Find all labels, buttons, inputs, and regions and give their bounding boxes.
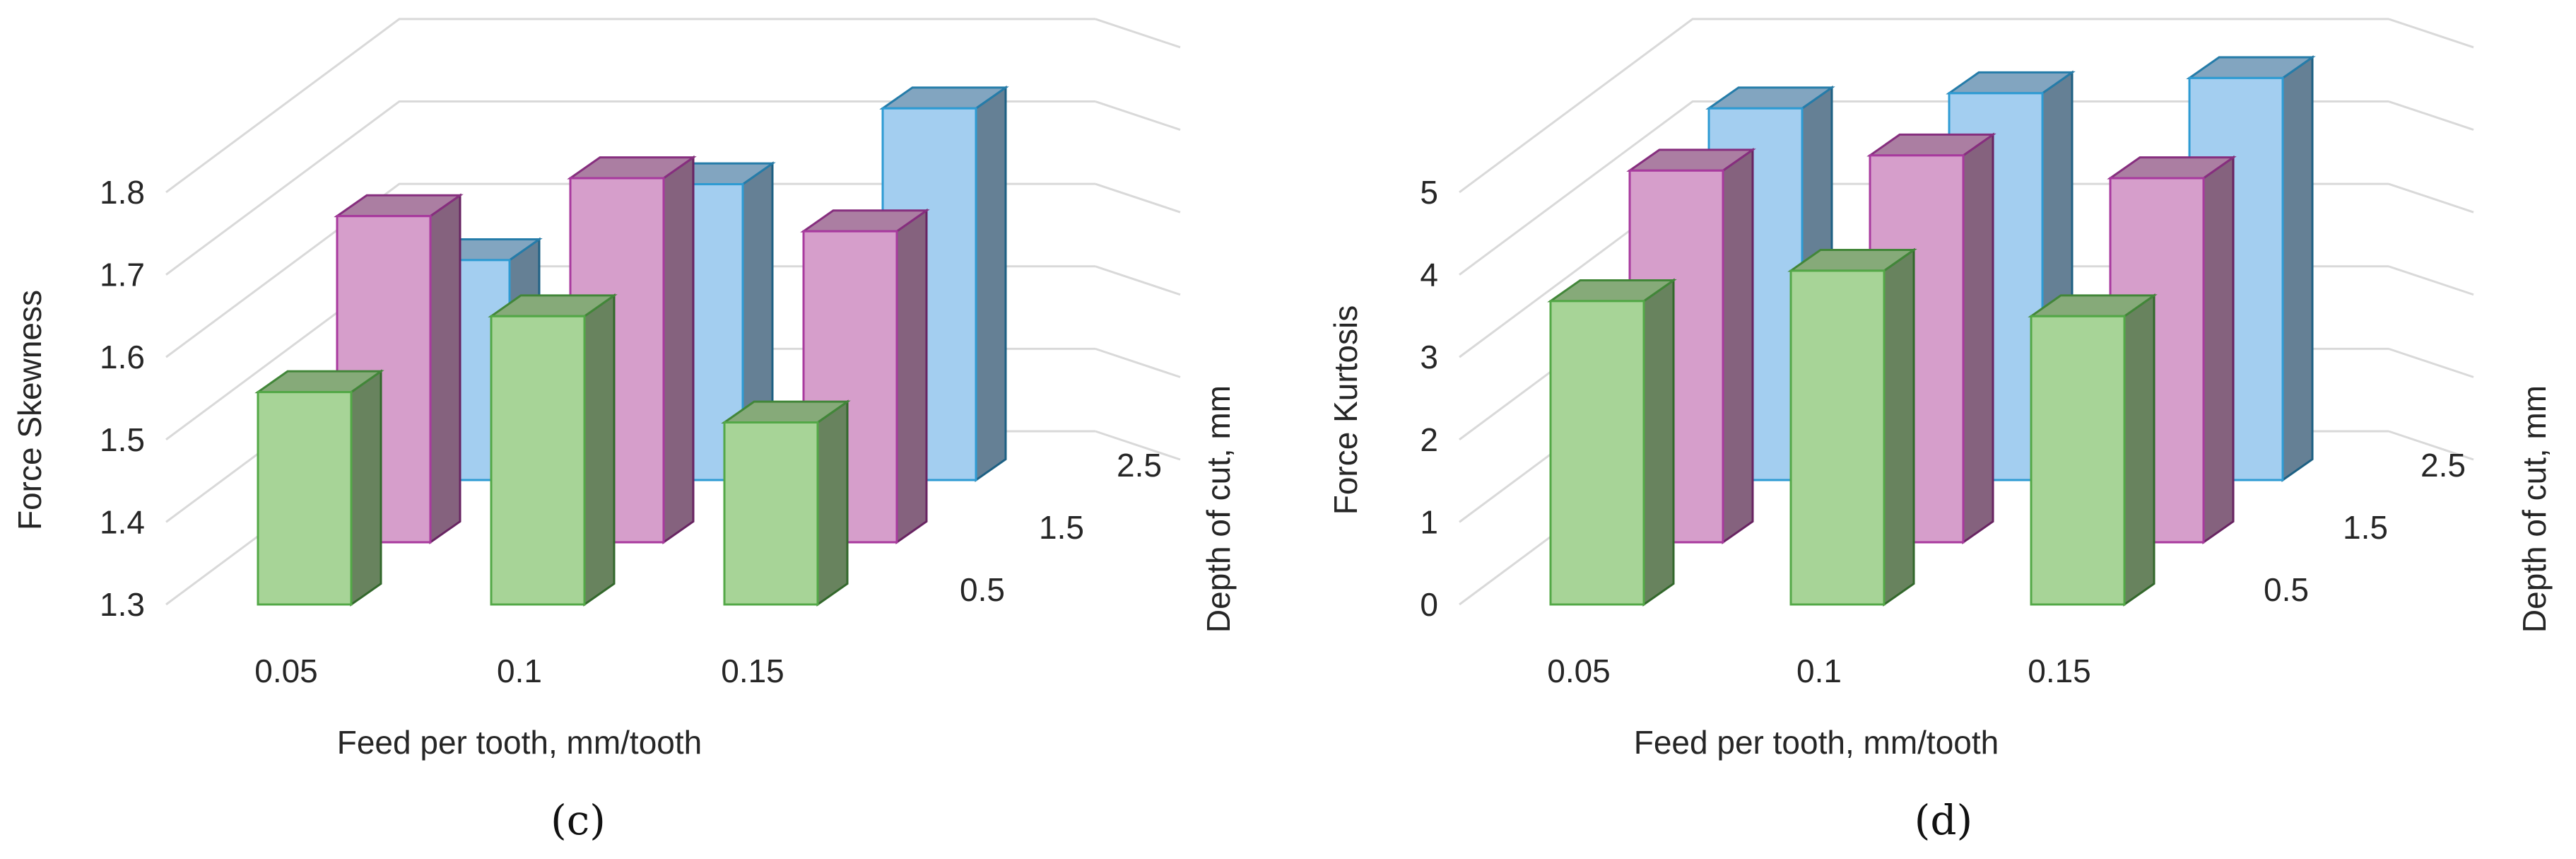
chart-c-bar-depth-0_5-feed-0_1-side bbox=[583, 293, 616, 607]
chart-c-gridline bbox=[165, 100, 1095, 276]
chart-c-gridline-side bbox=[1095, 265, 1181, 296]
chart-c-bar-depth-0_5-feed-0_05 bbox=[254, 369, 384, 607]
chart-c-gridline-side bbox=[1095, 347, 1181, 378]
chart-d-depth-tick-label: 0.5 bbox=[2264, 571, 2309, 608]
chart-c-depth-tick-label: 2.5 bbox=[1117, 447, 1162, 484]
chart-c-depth-ticks: 0.5 1.5 2.5 bbox=[960, 447, 1162, 608]
chart-d-y-tick-label: 1 bbox=[1420, 503, 1438, 540]
chart-d-bar-depth-0_5-feed-0_1-side bbox=[1883, 247, 1915, 607]
chart-d-gridline-side bbox=[2388, 182, 2474, 214]
chart-c-depth-axis-title: Depth of cut, mm bbox=[1200, 385, 1237, 633]
chart-d-gridline-side bbox=[2388, 265, 2474, 296]
chart-c-y-axis-title: Force Skewness bbox=[11, 290, 48, 530]
chart-c-x-ticks: 0.05 0.1 0.15 bbox=[254, 653, 784, 689]
chart-c-y-tick-label: 1.7 bbox=[100, 257, 145, 293]
chart-c-bars bbox=[254, 85, 1009, 607]
chart-d-depth-tick-label: 1.5 bbox=[2343, 509, 2388, 546]
chart-d-bar-depth-0_5-feed-0_1-front bbox=[1789, 269, 1886, 606]
chart-c-x-tick-label: 0.1 bbox=[497, 653, 542, 689]
chart-c-bar-depth-1_5-feed-0_05-side bbox=[429, 193, 461, 544]
chart-c-gridline bbox=[165, 18, 1095, 194]
chart-c-panel-label: (c) bbox=[551, 796, 606, 844]
chart-d-depth-axis-title: Depth of cut, mm bbox=[2516, 385, 2553, 633]
chart-d-y-tick-label: 2 bbox=[1420, 421, 1438, 458]
chart-d-y-tick-label: 5 bbox=[1420, 174, 1438, 211]
chart-d-y-tick-label: 0 bbox=[1420, 586, 1438, 623]
chart-panel-c: 1.3 1.4 1.5 1.6 1.7 1.8 0.05 0.1 0.15 0.5 1.5 2.5… bbox=[11, 18, 1237, 844]
chart-c-bar-depth-0_5-feed-0_05-side bbox=[350, 369, 382, 607]
chart-c-depth-tick-label: 0.5 bbox=[960, 571, 1005, 608]
chart-c-y-tick-label: 1.3 bbox=[100, 586, 145, 623]
chart-d-gridline bbox=[1459, 100, 2389, 276]
chart-c-gridline bbox=[165, 182, 1095, 358]
chart-d-y-tick-label: 4 bbox=[1420, 257, 1438, 293]
chart-d-gridline-side bbox=[2388, 430, 2474, 461]
chart-d-x-tick-label: 0.05 bbox=[1547, 653, 1611, 689]
chart-d-bar-depth-0_5-feed-0_05 bbox=[1547, 278, 1677, 607]
chart-c-gridline-side bbox=[1095, 100, 1181, 131]
chart-d-bar-depth-0_5-feed-0_15-side bbox=[2123, 293, 2156, 607]
chart-c-bar-depth-0_5-feed-0_15-front bbox=[723, 421, 819, 606]
chart-panel-d: 0 1 2 3 4 5 0.05 0.1 0.15 0.5 1.5 2.5 Force Kurto… bbox=[1327, 18, 2553, 844]
chart-c-y-ticks: 1.3 1.4 1.5 1.6 1.7 1.8 bbox=[100, 174, 145, 623]
chart-d-gridline-side bbox=[2388, 100, 2474, 131]
chart-d-gridline bbox=[1459, 18, 2389, 194]
chart-d-gridline-side bbox=[2388, 347, 2474, 378]
chart-c-bar-depth-0_5-feed-0_1 bbox=[488, 293, 618, 607]
chart-d-panel-label: (d) bbox=[1915, 796, 1972, 844]
chart-d-x-axis-title: Feed per tooth, mm/tooth bbox=[1634, 724, 1999, 761]
chart-c-gridline-side bbox=[1095, 430, 1181, 461]
chart-d-bar-depth-0_5-feed-0_15 bbox=[2028, 293, 2158, 607]
chart-d-x-tick-label: 0.1 bbox=[1796, 653, 1842, 689]
chart-c-bar-depth-1_5-feed-0_1-side bbox=[662, 155, 695, 544]
chart-c-bar-depth-0_5-feed-0_1-front bbox=[490, 315, 586, 606]
chart-d-y-axis-title: Force Kurtosis bbox=[1327, 305, 1364, 515]
chart-c-x-axis-title: Feed per tooth, mm/tooth bbox=[337, 724, 702, 761]
chart-c-gridline-side bbox=[1095, 182, 1181, 214]
chart-d-x-ticks: 0.05 0.1 0.15 bbox=[1547, 653, 2091, 689]
chart-c-bar-depth-1_5-feed-0_15-side bbox=[895, 208, 928, 544]
chart-c-x-tick-label: 0.15 bbox=[721, 653, 784, 689]
chart-d-bar-depth-0_5-feed-0_05-side bbox=[1642, 278, 1675, 607]
chart-c-y-tick-label: 1.5 bbox=[100, 421, 145, 458]
chart-c-gridline-side bbox=[1095, 18, 1181, 49]
chart-c-x-tick-label: 0.05 bbox=[254, 653, 318, 689]
chart-c-bar-depth-0_5-feed-0_05-front bbox=[257, 391, 353, 606]
chart-d-bars bbox=[1547, 55, 2316, 607]
chart-d-x-tick-label: 0.15 bbox=[2028, 653, 2091, 689]
chart-d-bar-depth-2_5-feed-0_15-side bbox=[2281, 55, 2314, 482]
chart-c-bar-depth-0_5-feed-0_15-side bbox=[816, 399, 849, 607]
chart-d-bar-depth-0_5-feed-0_15-front bbox=[2030, 315, 2126, 606]
chart-d-bar-depth-0_5-feed-0_1 bbox=[1787, 247, 1917, 607]
chart-d-bar-depth-1_5-feed-0_05-side bbox=[1722, 147, 1754, 544]
chart-c-y-tick-label: 1.4 bbox=[100, 503, 145, 540]
chart-c-bar-depth-0_5-feed-0_15 bbox=[721, 399, 851, 607]
chart-d-gridline-side bbox=[2388, 18, 2474, 49]
chart-c-y-tick-label: 1.6 bbox=[100, 339, 145, 375]
chart-d-bar-depth-2_5-feed-0_15 bbox=[2186, 55, 2316, 482]
chart-d-y-ticks: 0 1 2 3 4 5 bbox=[1420, 174, 1438, 623]
chart-c-y-tick-label: 1.8 bbox=[100, 174, 145, 211]
chart-d-depth-tick-label: 2.5 bbox=[2421, 447, 2466, 484]
chart-c-bar-depth-2_5-feed-0_15-side bbox=[975, 85, 1007, 482]
chart-c-depth-tick-label: 1.5 bbox=[1039, 509, 1084, 546]
chart-d-bar-depth-1_5-feed-0_15-side bbox=[2202, 155, 2235, 544]
chart-d-depth-ticks: 0.5 1.5 2.5 bbox=[2264, 447, 2466, 608]
chart-d-bar-depth-1_5-feed-0_1-side bbox=[1962, 132, 1994, 544]
chart-d-bar-depth-0_5-feed-0_05-front bbox=[1549, 300, 1645, 606]
chart-d-y-tick-label: 3 bbox=[1420, 339, 1438, 375]
